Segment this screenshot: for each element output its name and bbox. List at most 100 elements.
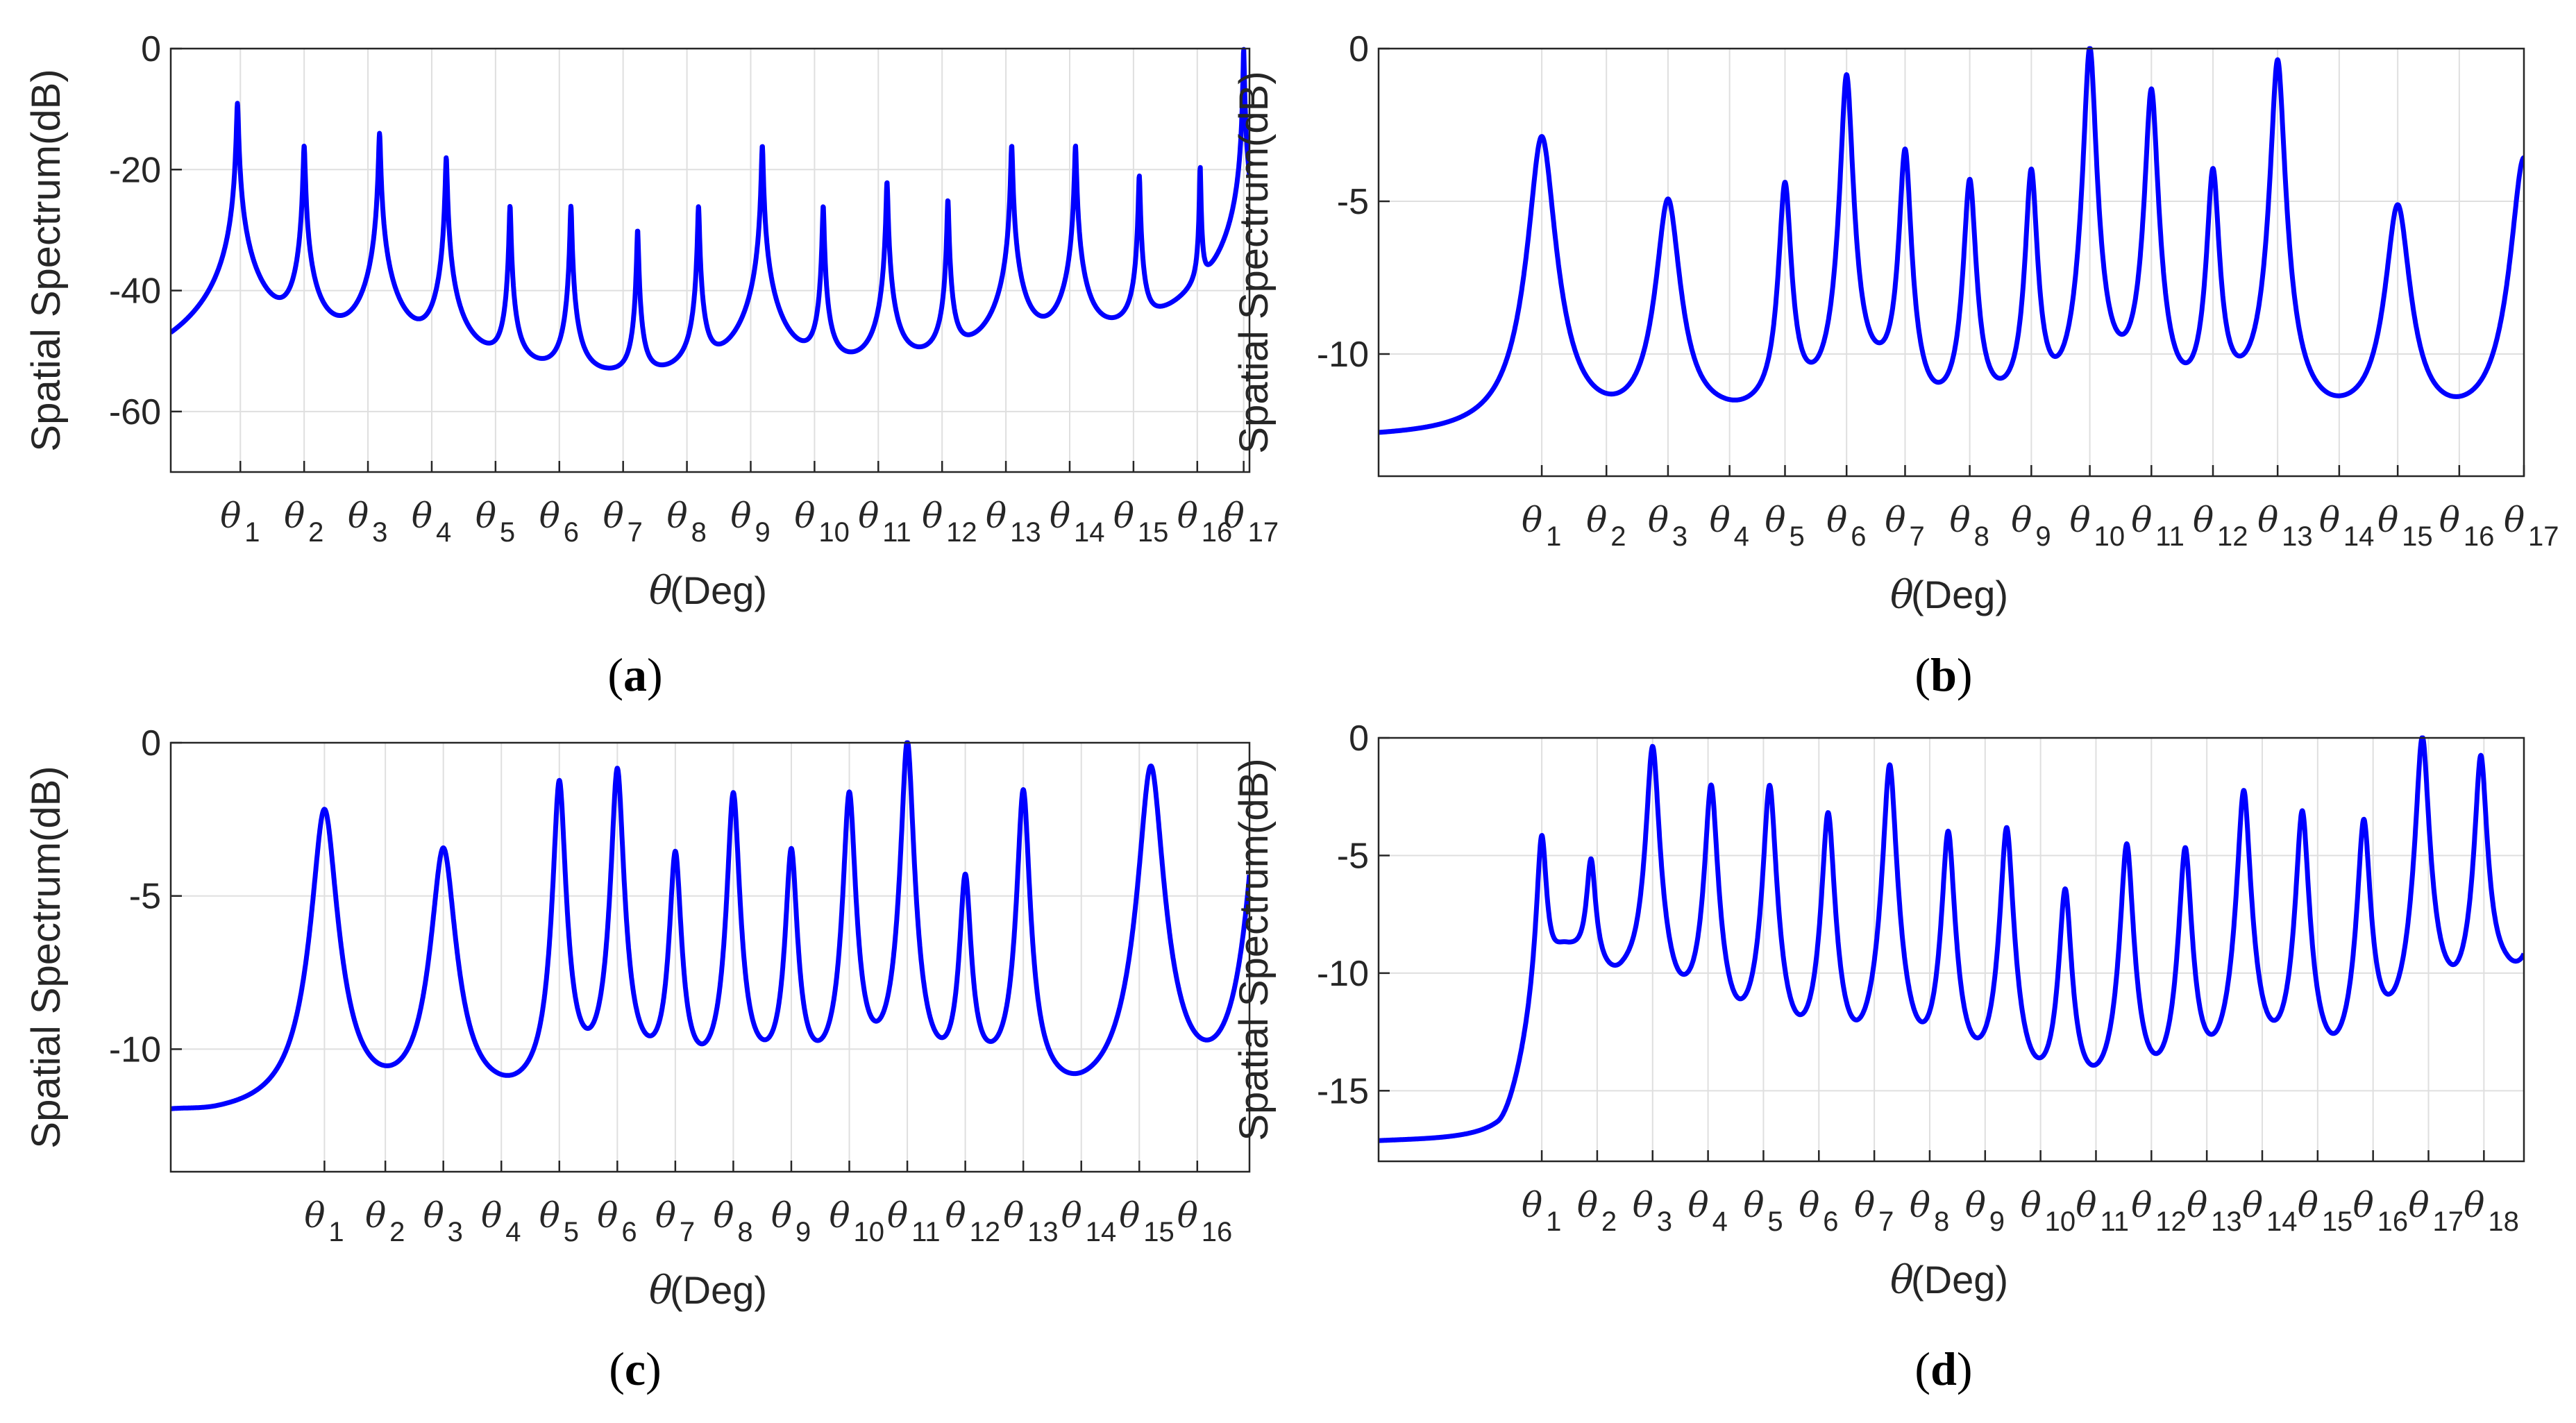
theta-symbol: θ <box>2408 1185 2429 1225</box>
theta-symbol: θ <box>858 496 879 536</box>
theta-tick-label-11: θ 11 <box>2076 1185 2129 1237</box>
theta-subscript: 6 <box>1851 521 1866 552</box>
spectrum-line <box>1379 46 2524 435</box>
theta-symbol: θ <box>945 1195 966 1236</box>
theta-subscript: 12 <box>970 1217 1001 1247</box>
y-axis-title: Spatial Spectrum(dB) <box>24 766 69 1148</box>
theta-symbol: θ <box>2021 1185 2042 1225</box>
theta-tick-label-15: θ 15 <box>1113 496 1169 548</box>
theta-subscript: 15 <box>1138 517 1169 548</box>
theta-symbol: θ <box>1224 496 1245 536</box>
theta-tick-label-18: θ 18 <box>2464 1185 2519 1237</box>
x-axis-symbol: θ <box>1890 1258 1914 1303</box>
theta-symbol: θ <box>1119 1195 1140 1236</box>
theta-subscript: 16 <box>1202 517 1233 548</box>
theta-symbol: θ <box>2319 500 2340 540</box>
theta-subscript: 13 <box>1027 1217 1059 1247</box>
theta-subscript: 15 <box>1143 1217 1175 1247</box>
theta-symbol: θ <box>475 496 496 536</box>
caption-letter: a <box>623 648 647 701</box>
spectrum-line <box>1379 735 2524 1143</box>
axes-frame <box>1377 47 2525 478</box>
caption-letter: b <box>1930 648 1957 701</box>
theta-subscript: 2 <box>1610 521 1626 552</box>
theta-tick-label-15: θ 15 <box>2377 500 2433 552</box>
panel-c: 0-5-10θ 1 θ 2 θ 3 θ 4 θ 5 θ 6 θ 7 θ 8 θ 9 θ 10 θ 11 θ 12 θ 13 θ 14 θ… <box>24 723 1251 1395</box>
spectrum-line <box>171 47 1249 371</box>
theta-symbol: θ <box>2353 1185 2374 1225</box>
theta-symbol: θ <box>1854 1185 1875 1225</box>
y-tick-label: -10 <box>1317 954 1369 994</box>
theta-subscript: 10 <box>818 517 850 548</box>
plot-area <box>1379 49 2524 476</box>
x-axis-title: θ(Deg) <box>649 1268 767 1313</box>
y-tick-label: -5 <box>129 877 161 917</box>
theta-subscript: 17 <box>2433 1206 2464 1237</box>
y-axis-title: Spatial Spectrum(dB) <box>24 69 69 451</box>
theta-tick-label-14: θ 14 <box>1061 1195 1117 1247</box>
theta-symbol: θ <box>348 496 369 536</box>
theta-subscript: 1 <box>328 1217 344 1247</box>
theta-symbol: θ <box>1113 496 1134 536</box>
theta-tick-label-17: θ 17 <box>2408 1185 2464 1237</box>
plot-area <box>171 743 1249 1172</box>
theta-subscript: 14 <box>2266 1206 2298 1237</box>
theta-symbol: θ <box>2131 500 2152 540</box>
theta-symbol: θ <box>1743 1185 1764 1225</box>
theta-symbol: θ <box>1965 1185 1986 1225</box>
panel-caption: (d) <box>1914 1342 1972 1395</box>
theta-symbol: θ <box>922 496 943 536</box>
theta-subscript: 9 <box>1989 1206 2005 1237</box>
caption-letter: c <box>625 1342 646 1395</box>
y-tick-label: -60 <box>109 392 161 432</box>
theta-symbol: θ <box>2242 1185 2263 1225</box>
theta-symbol: θ <box>365 1195 386 1236</box>
axes-frame <box>169 741 1251 1173</box>
x-axis-symbol: θ <box>1890 573 1914 618</box>
y-tick-label: 0 <box>1349 29 1369 69</box>
theta-subscript: 7 <box>1909 521 1924 552</box>
theta-symbol: θ <box>2298 1185 2318 1225</box>
theta-subscript: 1 <box>1546 1206 1561 1237</box>
theta-symbol: θ <box>1765 500 1785 540</box>
theta-subscript: 13 <box>1010 517 1041 548</box>
theta-subscript: 7 <box>1878 1206 1894 1237</box>
theta-subscript: 1 <box>244 517 260 548</box>
theta-subscript: 6 <box>1823 1206 1838 1237</box>
theta-symbol: θ <box>1950 500 1971 540</box>
theta-symbol: θ <box>2439 500 2460 540</box>
theta-subscript: 3 <box>1657 1206 1672 1237</box>
theta-tick-label-16: θ 16 <box>2353 1185 2409 1237</box>
theta-tick-label-12: θ 12 <box>922 496 977 548</box>
theta-subscript: 9 <box>755 517 770 548</box>
theta-subscript: 18 <box>2488 1206 2519 1237</box>
theta-symbol: θ <box>1648 500 1669 540</box>
theta-subscript: 11 <box>882 517 911 548</box>
theta-subscript: 11 <box>2155 521 2184 552</box>
theta-symbol: θ <box>2011 500 2032 540</box>
theta-subscript: 14 <box>2343 521 2375 552</box>
theta-tick-label-12: θ 12 <box>2193 500 2248 552</box>
theta-subscript: 8 <box>1974 521 1989 552</box>
theta-symbol: θ <box>1799 1185 1819 1225</box>
theta-subscript: 9 <box>795 1217 811 1247</box>
theta-symbol: θ <box>1633 1185 1653 1225</box>
y-tick-label: -15 <box>1317 1071 1369 1111</box>
theta-symbol: θ <box>539 1195 560 1236</box>
